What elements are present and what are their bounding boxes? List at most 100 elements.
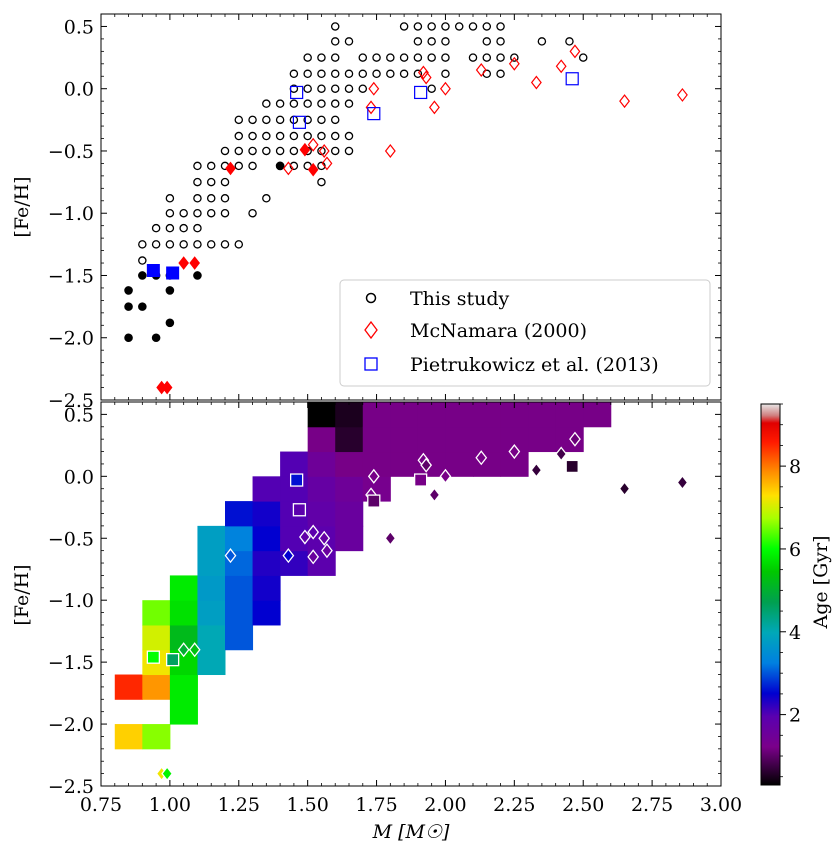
this-study-point	[206, 240, 216, 249]
age-diamond-point	[475, 450, 488, 466]
heatmap-cell	[362, 451, 391, 477]
this-study-point	[248, 146, 257, 156]
this-study-point	[441, 37, 450, 46]
this-study-point	[138, 240, 147, 249]
heatmap-cell	[307, 476, 336, 502]
top-panel: 0.5 0.0 −0.5 −1.0 −1.5 −2.0 −2.5 [Fe/H] This s…	[11, 13, 722, 412]
heatmap-cell	[252, 525, 281, 552]
this-study-point	[441, 22, 450, 31]
heatmap-cell	[390, 426, 419, 453]
this-study-point	[303, 53, 312, 62]
bottom-ylabel: [Fe/H]	[11, 564, 33, 625]
bottom-data-layer	[114, 402, 689, 782]
this-study-point	[565, 37, 574, 46]
this-study-point	[344, 146, 354, 156]
this-study-point	[330, 131, 340, 141]
this-study-point	[248, 208, 257, 218]
legend-label-pietrukowicz: Pietrukowicz et al. (2013)	[410, 354, 659, 376]
heatmap-cell	[280, 451, 309, 477]
heatmap-cell	[225, 501, 254, 527]
this-study-point	[468, 53, 478, 62]
mcnamara-point-filled	[189, 256, 201, 270]
legend-frame	[339, 279, 711, 387]
heatmap-cell	[197, 525, 226, 552]
y-tick-label: −0.5	[48, 528, 94, 550]
y-tick-label: 0.0	[64, 79, 94, 101]
this-study-point	[413, 22, 423, 31]
heatmap-cell	[225, 624, 254, 651]
heatmap-cell	[225, 600, 254, 626]
this-study-point	[275, 146, 285, 156]
heatmap-cell	[445, 426, 474, 453]
heatmap-cell	[197, 649, 226, 676]
this-study-point	[399, 53, 409, 62]
top-ticks: 0.5 0.0 −0.5 −1.0 −1.5 −2.0 −2.5	[48, 13, 722, 412]
this-study-point	[220, 194, 230, 203]
this-study-point	[303, 84, 312, 93]
this-study-point	[289, 99, 299, 108]
mcnamara-point	[475, 63, 487, 78]
this-study-point	[317, 115, 326, 125]
heatmap-cell	[142, 600, 171, 626]
mcnamara-point	[368, 81, 380, 96]
this-study-point	[317, 99, 326, 108]
pietrukowicz-point	[290, 85, 304, 100]
heatmap-cell	[335, 476, 364, 502]
heatmap-cell	[225, 525, 254, 552]
colorbar: 2 4 6 8 Age [Gyr]	[760, 403, 832, 786]
y-tick-label: 0.5	[64, 404, 94, 426]
age-square-point	[146, 650, 161, 664]
this-study-point	[234, 131, 244, 141]
this-study-point	[303, 69, 312, 79]
this-study-point	[317, 161, 326, 171]
this-study-point	[344, 99, 354, 108]
age-square-point	[413, 473, 428, 487]
pietrukowicz-point	[292, 115, 306, 129]
this-study-point	[468, 22, 478, 31]
pietrukowicz-point-filled	[146, 264, 160, 278]
mcnamara-point	[417, 65, 429, 80]
colorbar-label: Age [Gyr]	[810, 536, 832, 630]
mcnamara-point-filled	[225, 161, 236, 176]
this-study-point	[165, 194, 175, 203]
mcnamara-point-filled	[178, 256, 189, 270]
this-study-point	[165, 240, 175, 249]
this-study-point	[248, 115, 257, 125]
mcnamara-point	[619, 94, 630, 109]
heatmap-cell	[335, 426, 364, 453]
heatmap-cell	[445, 451, 474, 477]
heatmap-cell	[335, 525, 364, 552]
y-tick-label: 0.5	[64, 16, 94, 38]
age-square-point	[165, 653, 180, 667]
age-square-point	[367, 494, 381, 508]
this-study-point	[317, 69, 326, 79]
legend-circle-icon	[365, 292, 377, 304]
age-diamond-point	[439, 468, 452, 484]
this-study-point	[165, 223, 175, 233]
y-tick-label: −1.5	[48, 652, 94, 674]
bottom-xlabel: M [M☉]	[372, 821, 450, 843]
y-tick-label: −1.0	[48, 203, 94, 225]
heatmap-cell	[142, 624, 171, 651]
heatmap-cell	[417, 402, 446, 428]
legend-label-this-study: This study	[410, 288, 510, 310]
x-tick-label: 1.25	[218, 794, 260, 816]
this-study-point	[220, 240, 230, 249]
this-study-point	[372, 69, 381, 79]
y-tick-label: −0.5	[48, 141, 94, 163]
age-diamond-point	[177, 642, 190, 658]
this-study-point	[413, 69, 423, 79]
this-study-point	[386, 53, 395, 62]
this-study-point-filled	[193, 271, 202, 280]
mcnamara-point-filled	[299, 142, 311, 157]
this-study-point	[262, 146, 271, 156]
this-study-point	[234, 115, 244, 125]
this-study-point	[496, 69, 505, 79]
this-study-point	[206, 194, 216, 203]
heatmap-cell	[114, 674, 143, 700]
this-study-point	[303, 131, 312, 141]
heatmap-cell	[583, 402, 612, 428]
mcnamara-point	[420, 70, 432, 85]
this-study-point	[427, 22, 436, 31]
